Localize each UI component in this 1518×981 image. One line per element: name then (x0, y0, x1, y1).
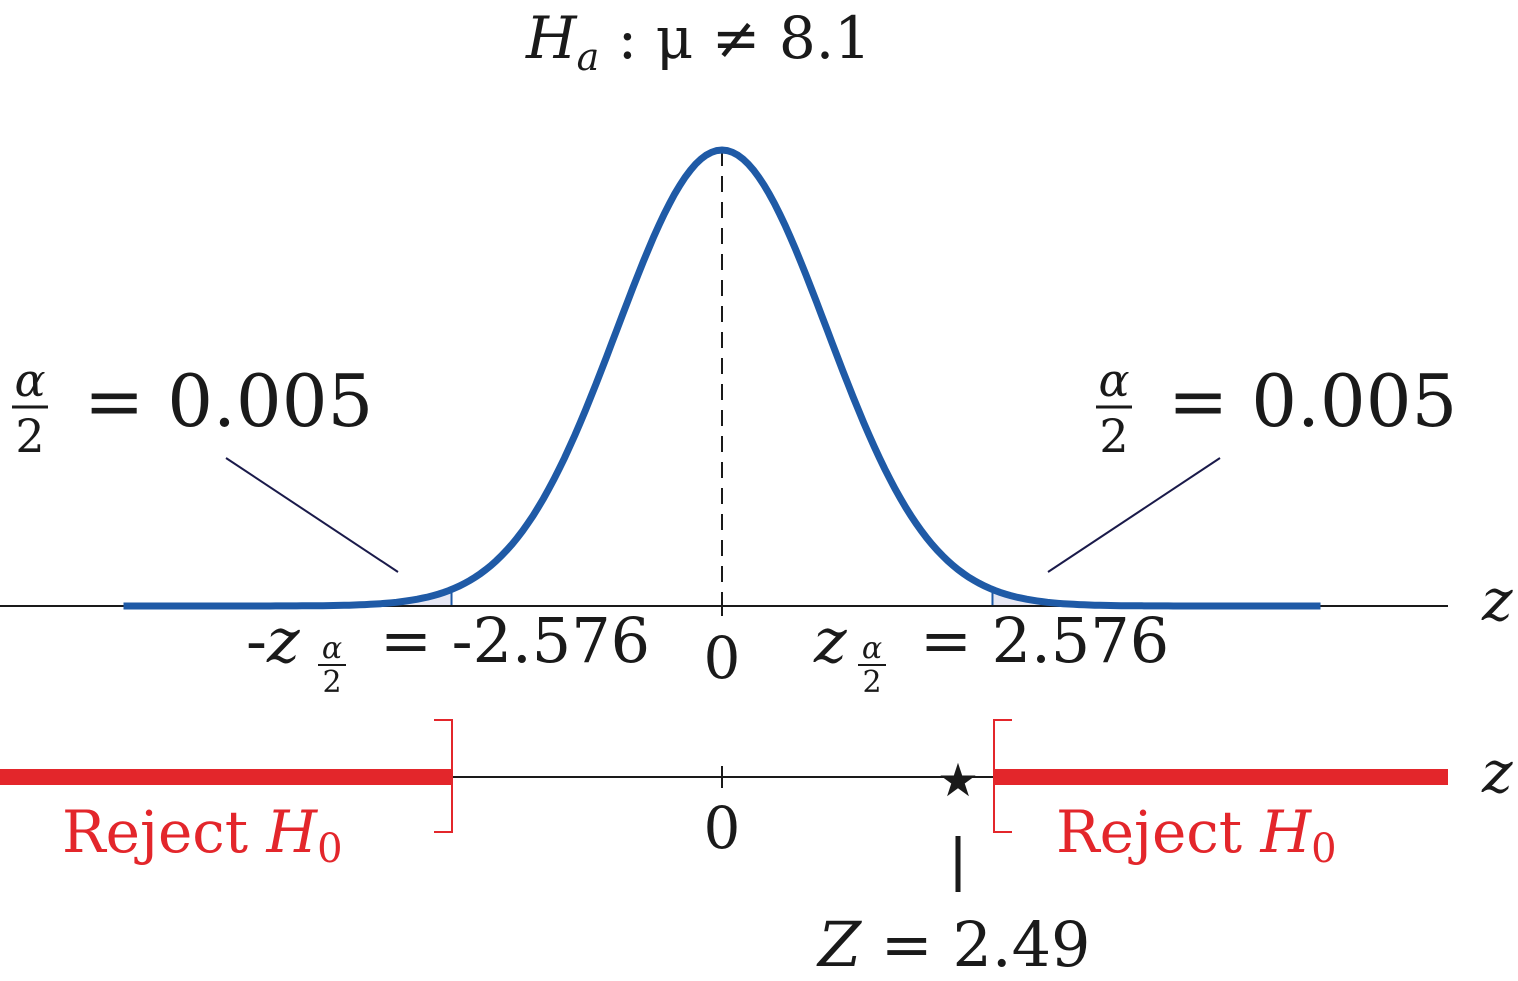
test-statistic-star: ★ (937, 753, 978, 807)
right-reject-label: Reject H0 (1056, 798, 1337, 872)
left-critical-z: -z (246, 604, 300, 677)
left-alpha-numerator: α (14, 353, 45, 407)
left-leader-line (225, 457, 399, 573)
right-critical-sub-num: α (862, 631, 882, 666)
left-critical-sub-den: 2 (322, 665, 341, 700)
left-alpha-label: α 2 = 0.005 (12, 353, 373, 463)
right-critical-sub-den: 2 (862, 665, 881, 700)
bottom-axis-zero-label: 0 (704, 794, 741, 862)
left-rejection-area (123, 589, 452, 606)
left-alpha-value: = 0.005 (84, 359, 373, 443)
right-rejection-area (992, 589, 1321, 606)
left-reject-label: Reject H0 (62, 798, 343, 872)
right-critical-label: z α 2 = 2.576 (813, 604, 1169, 700)
right-alpha-denominator: 2 (1099, 409, 1128, 463)
left-reject-bracket (434, 719, 453, 833)
left-critical-sub-num: α (322, 631, 342, 666)
top-axis-z-label: z (1481, 566, 1513, 634)
right-critical-z: z (813, 604, 847, 677)
right-critical-value: = 2.576 (920, 604, 1169, 677)
bottom-axis-z-label: z (1481, 738, 1513, 806)
right-alpha-value: = 0.005 (1168, 359, 1457, 443)
left-critical-value: = -2.576 (380, 604, 650, 677)
left-critical-label: -z α 2 = -2.576 (246, 604, 650, 700)
test-statistic-label: Z = 2.49 (816, 908, 1091, 976)
left-alpha-denominator: 2 (15, 409, 44, 463)
right-leader-line (1047, 457, 1221, 573)
right-alpha-numerator: α (1098, 353, 1129, 407)
top-axis-zero-label: 0 (704, 624, 741, 692)
normal-curve (123, 146, 1321, 610)
right-alpha-label: α 2 = 0.005 (1096, 353, 1457, 463)
hypothesis-title: Ha : μ ≠ 8.1 (525, 4, 871, 79)
right-reject-bracket (993, 719, 1012, 833)
